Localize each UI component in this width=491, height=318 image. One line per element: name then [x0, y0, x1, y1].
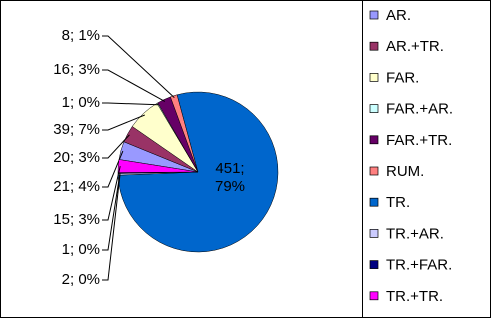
legend-label: FAR.+TR.	[386, 132, 452, 149]
legend-label: FAR.+AR.	[386, 101, 453, 118]
data-label: 2; 0%	[62, 271, 100, 288]
pie-slice	[117, 159, 199, 173]
data-label: 8; 1%	[62, 27, 100, 44]
data-label: 1; 0%	[62, 241, 100, 258]
legend-swatch	[369, 104, 379, 113]
legend-swatch	[369, 41, 379, 51]
legend-swatch	[369, 229, 379, 238]
data-label: 451; 79%	[214, 160, 246, 195]
leader-line	[102, 172, 121, 251]
legend: AR. AR.+TR. FAR. FAR.+AR. FAR.+TR. RUM. TR. TR.…	[369, 7, 453, 305]
legend-swatch	[369, 73, 379, 82]
legend-swatch	[369, 197, 379, 207]
leader-line	[102, 114, 145, 131]
leader-line	[102, 102, 159, 106]
leader-line	[102, 150, 124, 188]
leader-line	[102, 69, 166, 102]
data-label: 16; 3%	[53, 61, 100, 78]
legend-swatch	[369, 291, 379, 301]
data-label: 39; 7%	[53, 121, 100, 138]
legend-swatch	[369, 135, 379, 145]
leader-line	[102, 134, 130, 159]
data-label: 20; 3%	[53, 149, 100, 166]
legend-label: RUM.	[386, 163, 424, 180]
legend-swatch	[369, 260, 379, 269]
leader-line	[102, 166, 121, 221]
legend-label: TR.+AR.	[386, 225, 444, 242]
legend-label: AR.+TR.	[386, 38, 444, 55]
legend-label: TR.+TR.	[386, 288, 443, 305]
leader-line	[102, 174, 121, 281]
legend-label: FAR.	[386, 69, 419, 86]
legend-label: TR.	[386, 194, 410, 211]
legend-swatch	[369, 166, 379, 176]
data-label: 21; 4%	[53, 178, 100, 195]
pie: 21; 4% 20; 3% 39; 7% 1; 0% 16; 3% 8; 1% 2; 0% 1…	[53, 27, 279, 288]
leader-line	[102, 35, 175, 99]
data-label: 15; 3%	[53, 211, 100, 228]
legend-label: TR.+FAR.	[386, 257, 452, 274]
legend-label: AR.	[386, 7, 411, 24]
data-label: 1; 0%	[62, 94, 100, 111]
legend-swatch	[369, 10, 379, 20]
